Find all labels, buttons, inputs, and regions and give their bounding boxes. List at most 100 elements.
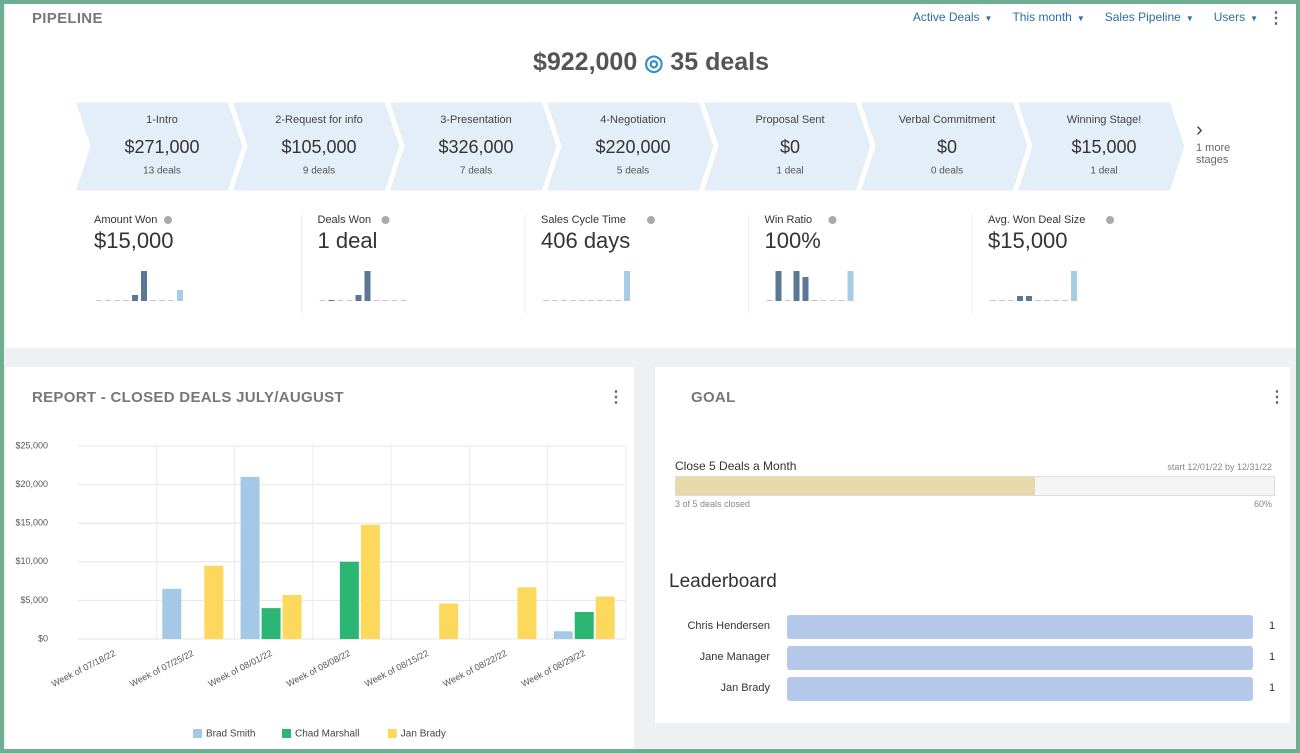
leader-bar bbox=[787, 615, 1253, 639]
panel-title: REPORT - CLOSED DEALS JULY/AUGUST bbox=[32, 389, 344, 406]
info-icon bbox=[647, 216, 655, 224]
bar-chart: $0 $5,000 $10,000 $15,000 $20,000 $25,000 Week… bbox=[15, 440, 627, 740]
stage-name: 1-Intro bbox=[146, 114, 178, 126]
filter[interactable]: Users ▼ bbox=[1214, 10, 1258, 24]
sparkline-bar bbox=[1071, 271, 1077, 301]
pipeline-panel: PIPELINE ⋮ Active Deals ▼ This month ▼ Sales… bbox=[6, 4, 1296, 348]
sparkline-bar bbox=[337, 300, 344, 301]
stage-deals: 9 deals bbox=[303, 166, 335, 177]
filter[interactable]: Sales Pipeline ▼ bbox=[1105, 10, 1194, 24]
sparkline-bar bbox=[96, 300, 102, 301]
leader-bar bbox=[787, 677, 1253, 701]
progress-track bbox=[675, 476, 1275, 496]
sparkline-bar bbox=[784, 300, 791, 301]
total-amount: $922,000 bbox=[532, 48, 638, 76]
stage-amount: $0 bbox=[780, 137, 800, 157]
stage-name: 2-Request for info bbox=[275, 114, 362, 126]
x-tick-label: Week of 07/25/22 bbox=[128, 648, 195, 689]
leader-name: Chris Hendersen bbox=[687, 620, 770, 632]
sparkline-bar bbox=[1026, 296, 1032, 301]
y-tick-label: $15,000 bbox=[15, 518, 48, 528]
y-tick-label: $20,000 bbox=[15, 479, 48, 489]
bar bbox=[240, 476, 260, 639]
stage-deals: 1 deal bbox=[1090, 166, 1117, 177]
sparkline-bar bbox=[1017, 296, 1023, 301]
menu[interactable]: ⋮ bbox=[1269, 389, 1285, 406]
sparkline-bar bbox=[132, 295, 138, 301]
x-tick-label: Week of 08/08/22 bbox=[285, 648, 352, 689]
sparkline-bar bbox=[105, 300, 111, 301]
leaderboard: Chris Hendersen 1 Jane Manager 1 Jan Brady 1 bbox=[655, 615, 1290, 715]
stage-chevron bbox=[856, 99, 1031, 194]
leader-value: 1 bbox=[1269, 620, 1276, 632]
icon: ◎ bbox=[644, 50, 664, 75]
legend-label: Chad Marshall bbox=[295, 729, 359, 740]
bar bbox=[595, 596, 615, 639]
total-deals: 35 deals bbox=[670, 48, 770, 76]
stage-deals: 13 deals bbox=[143, 166, 181, 177]
sparkline-bar bbox=[328, 300, 335, 301]
sparkline-bar bbox=[811, 300, 818, 301]
sparkline-bar bbox=[597, 300, 603, 301]
filters: Active Deals ▼ This month ▼ Sales Pipeline ▼ U… bbox=[913, 10, 1258, 24]
sparkline-bar bbox=[391, 300, 398, 301]
caret: ▼ bbox=[984, 14, 993, 23]
sparkline-bar bbox=[1044, 300, 1050, 301]
info-icon bbox=[1106, 216, 1114, 224]
sparkline-bar bbox=[775, 271, 782, 301]
bar bbox=[553, 631, 573, 639]
stage-amount: $15,000 bbox=[1071, 137, 1136, 157]
next-arrow[interactable]: › bbox=[1196, 119, 1203, 141]
sparkline-bar bbox=[990, 300, 996, 301]
stage-deals: 0 deals bbox=[931, 166, 963, 177]
filter[interactable]: Active Deals ▼ bbox=[913, 10, 993, 24]
sparkline-bar bbox=[820, 300, 827, 301]
sparkline-bar bbox=[561, 300, 567, 301]
x-tick-label: Week of 08/15/22 bbox=[363, 648, 430, 689]
leader-name: Jan Brady bbox=[720, 682, 770, 694]
bar bbox=[439, 603, 459, 639]
stage-chevron bbox=[1013, 99, 1188, 194]
more-stages[interactable]: 1 more stages bbox=[1196, 142, 1231, 166]
info-icon bbox=[164, 216, 172, 224]
y-tick-label: $25,000 bbox=[15, 440, 48, 450]
sparkline-bar bbox=[382, 300, 389, 301]
stage-amount: $271,000 bbox=[124, 137, 199, 157]
y-tick-label: $5,000 bbox=[20, 595, 48, 605]
bar bbox=[162, 588, 182, 639]
sparkline-bar bbox=[829, 300, 836, 301]
y-tick-label: $0 bbox=[38, 633, 48, 643]
sparkline-bar bbox=[615, 300, 621, 301]
sparkline-bar bbox=[999, 300, 1005, 301]
leaderboard-title: Leaderboard bbox=[669, 571, 777, 592]
legend-swatch bbox=[193, 729, 202, 738]
caret: ▼ bbox=[1185, 14, 1194, 23]
stage-chevron bbox=[71, 99, 246, 194]
stage-name: 3-Presentation bbox=[440, 114, 512, 126]
stage-name: Verbal Commitment bbox=[899, 114, 996, 126]
metrics: Amount Won $15,000 Deals Won 1 deal Sales Cy… bbox=[94, 214, 1114, 314]
stage-chevron bbox=[228, 99, 403, 194]
stage-amount: $0 bbox=[937, 137, 957, 157]
metric-value: 100% bbox=[765, 228, 821, 253]
sparkline-bar bbox=[114, 300, 120, 301]
sparkline-bar bbox=[1062, 300, 1068, 301]
sparkline-bar bbox=[552, 300, 558, 301]
sparkline-bar bbox=[1035, 300, 1041, 301]
leader-bar bbox=[787, 646, 1253, 670]
menu[interactable]: ⋮ bbox=[1268, 10, 1284, 27]
x-tick-label: Week of 08/29/22 bbox=[520, 648, 587, 689]
filter[interactable]: This month ▼ bbox=[1012, 10, 1084, 24]
legend-swatch bbox=[282, 729, 291, 738]
summary: $922,000 ◎ 35 deals bbox=[6, 48, 1296, 77]
metric-label: Amount Won bbox=[94, 214, 157, 226]
leader-value: 1 bbox=[1269, 651, 1276, 663]
report-panel: REPORT - CLOSED DEALS JULY/AUGUST ⋮ $0 $5… bbox=[6, 367, 634, 749]
goal-period: start 12/01/22 by 12/31/22 bbox=[1167, 462, 1272, 472]
filter-label: Users bbox=[1213, 10, 1246, 24]
bar bbox=[574, 611, 594, 639]
sparkline-bar bbox=[319, 300, 326, 301]
stage-name: 4-Negotiation bbox=[600, 114, 665, 126]
menu[interactable]: ⋮ bbox=[608, 389, 624, 406]
goal-name: Close 5 Deals a Month bbox=[675, 459, 797, 473]
